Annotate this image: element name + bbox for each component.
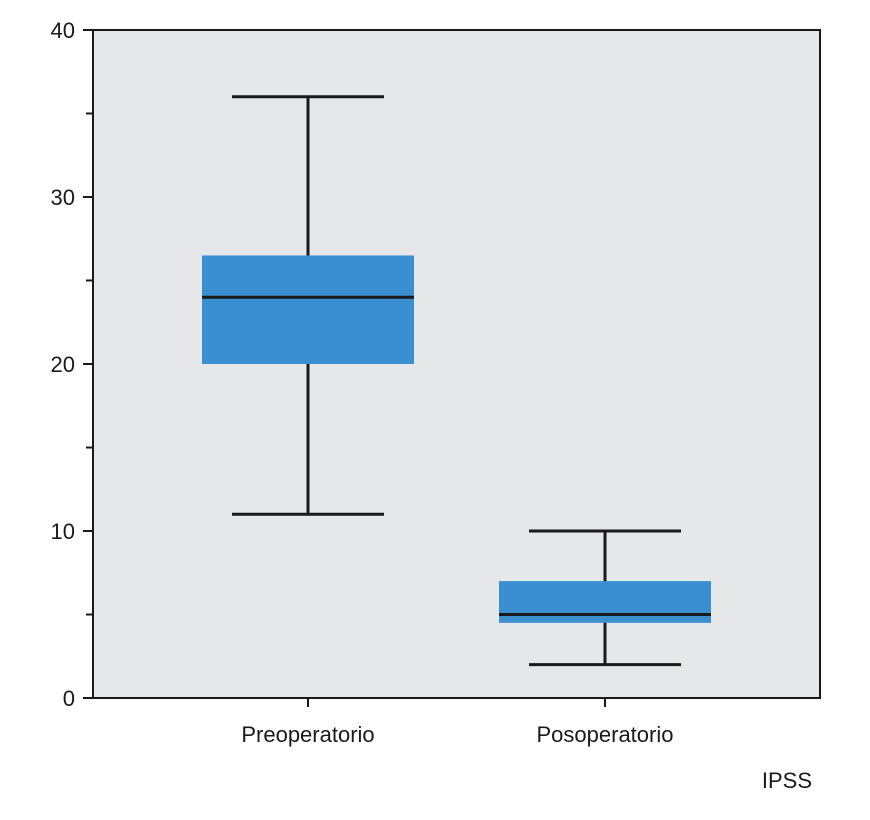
boxes-group — [202, 95, 711, 667]
x-category-label: Preoperatorio — [241, 722, 374, 747]
iqr-box — [202, 255, 414, 364]
y-tick-label: 40 — [51, 18, 75, 43]
y-tick-label: 30 — [51, 185, 75, 210]
y-tick-label: 10 — [51, 519, 75, 544]
box-preoperatorio — [202, 95, 414, 516]
y-tick-label: 20 — [51, 352, 75, 377]
y-tick-label: 0 — [63, 686, 75, 711]
x-axis: Preoperatorio Posoperatorio — [241, 698, 673, 747]
iqr-box — [499, 581, 711, 623]
annotation-label: IPSS — [762, 768, 812, 793]
box-posoperatorio — [499, 529, 711, 667]
x-category-label: Posoperatorio — [537, 722, 674, 747]
y-axis: 0 10 20 30 40 — [51, 18, 93, 711]
